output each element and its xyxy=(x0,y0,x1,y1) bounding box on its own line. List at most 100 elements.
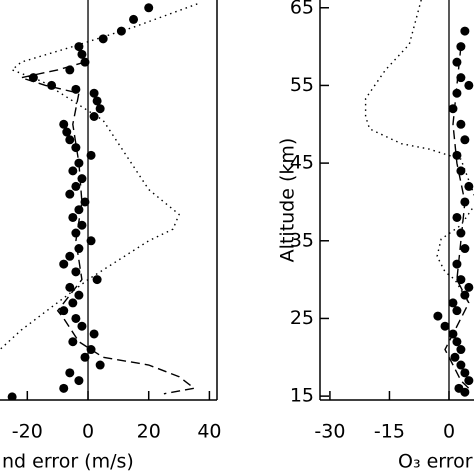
data-point xyxy=(71,84,81,94)
data-point xyxy=(71,228,81,238)
data-point xyxy=(89,88,99,98)
data-point xyxy=(71,143,81,153)
data-point xyxy=(460,368,470,378)
data-point xyxy=(77,220,87,230)
data-point xyxy=(456,228,466,238)
data-point xyxy=(59,306,69,316)
y-tick-label: 65 xyxy=(290,0,314,18)
y-tick-label: 35 xyxy=(290,229,314,251)
data-point xyxy=(80,197,90,207)
data-point xyxy=(71,181,81,191)
dotted-line xyxy=(364,0,474,304)
data-point xyxy=(452,88,462,98)
data-point xyxy=(68,212,78,222)
data-point xyxy=(7,392,17,400)
y-tick-label: 55 xyxy=(290,74,314,96)
y-tick-label: 25 xyxy=(290,307,314,329)
data-point xyxy=(456,42,466,52)
data-point xyxy=(456,345,466,355)
data-point xyxy=(452,259,462,269)
data-point xyxy=(77,321,87,331)
data-point xyxy=(440,321,450,331)
data-point xyxy=(116,26,126,36)
data-point xyxy=(452,57,462,67)
data-point xyxy=(68,298,78,308)
data-point xyxy=(460,290,470,300)
data-point xyxy=(74,205,84,215)
data-point xyxy=(65,135,75,145)
data-point xyxy=(456,275,466,285)
data-point xyxy=(59,383,69,393)
x-axis-title: nd error (m/s) xyxy=(2,451,134,473)
data-point xyxy=(464,376,474,386)
data-point xyxy=(144,3,154,13)
data-point xyxy=(460,26,470,36)
data-point xyxy=(95,360,105,370)
y-tick-label: 45 xyxy=(290,152,314,174)
x-tick-label: 40 xyxy=(197,421,221,443)
data-point xyxy=(86,345,96,355)
data-point xyxy=(448,329,458,339)
data-point xyxy=(68,337,78,347)
data-point xyxy=(456,73,466,83)
data-point xyxy=(89,112,99,122)
data-point xyxy=(460,135,470,145)
data-point xyxy=(71,313,81,323)
data-point xyxy=(92,96,102,106)
data-point xyxy=(464,282,474,292)
x-axis-title: O₃ error xyxy=(398,451,473,473)
data-point xyxy=(65,189,75,199)
data-point xyxy=(62,127,72,137)
dotted-line xyxy=(0,3,198,351)
data-point xyxy=(74,376,84,386)
data-point xyxy=(77,49,87,59)
data-point xyxy=(86,150,96,160)
data-point xyxy=(74,42,84,52)
data-point xyxy=(77,174,87,184)
data-point xyxy=(464,181,474,191)
data-point xyxy=(71,267,81,277)
data-point xyxy=(95,104,105,114)
data-point xyxy=(460,244,470,254)
data-point xyxy=(65,251,75,261)
data-point xyxy=(448,104,458,114)
data-point xyxy=(456,360,466,370)
data-point xyxy=(460,387,470,397)
data-point xyxy=(92,275,102,285)
data-point xyxy=(47,80,57,90)
y-tick-label: 15 xyxy=(290,385,314,407)
data-point xyxy=(68,166,78,176)
x-tick-label: 0 xyxy=(82,421,94,443)
data-point xyxy=(89,329,99,339)
data-point xyxy=(65,282,75,292)
data-point xyxy=(98,34,108,44)
data-point xyxy=(452,212,462,222)
data-point xyxy=(74,290,84,300)
x-tick-label: -15 xyxy=(374,421,405,443)
data-point xyxy=(456,166,466,176)
x-tick-label: -20 xyxy=(12,421,43,443)
data-point xyxy=(65,65,75,75)
data-point xyxy=(59,259,69,269)
x-tick-label: 20 xyxy=(137,421,161,443)
data-point xyxy=(460,197,470,207)
data-point xyxy=(65,368,75,378)
data-point xyxy=(450,352,460,362)
y-axis-title: Altitude (km) xyxy=(277,138,299,263)
data-point xyxy=(433,311,443,321)
data-point xyxy=(464,80,474,90)
data-point xyxy=(456,119,466,129)
data-point xyxy=(74,158,84,168)
data-point xyxy=(452,337,462,347)
data-point xyxy=(59,119,69,129)
dashed-line xyxy=(444,46,470,389)
data-point xyxy=(452,150,462,160)
data-point xyxy=(80,352,90,362)
data-point xyxy=(86,236,96,246)
dashed-line xyxy=(18,61,196,395)
data-point xyxy=(129,14,139,24)
data-point xyxy=(74,244,84,254)
x-tick-label: -30 xyxy=(314,421,345,443)
data-point xyxy=(80,57,90,67)
